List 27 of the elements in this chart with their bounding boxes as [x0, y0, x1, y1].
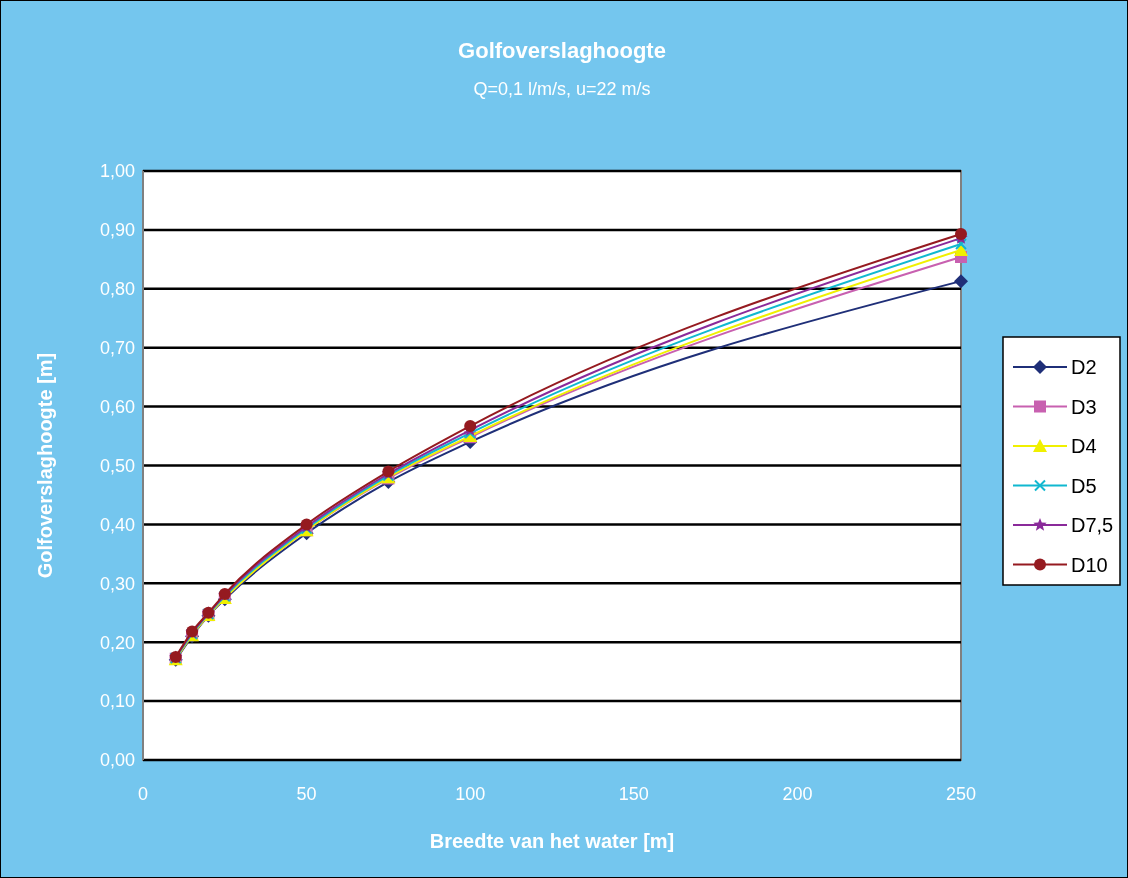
y-axis-title: Golfoverslaghoogte [m] — [34, 352, 56, 579]
legend-label: D7,5 — [1071, 514, 1114, 536]
y-tick-label: 0,80 — [99, 279, 135, 300]
y-tick-label: 0,50 — [99, 455, 135, 476]
y-tick-label: 0,00 — [99, 750, 135, 771]
legend-label: D2 — [1071, 356, 1097, 378]
y-tick-label: 0,10 — [99, 691, 135, 712]
y-tick-label: 0,70 — [99, 338, 135, 358]
x-tick-label: 0 — [137, 784, 149, 804]
y-tick-label: 0,30 — [99, 573, 135, 594]
y-tick-label: 0,40 — [99, 514, 135, 535]
legend-label: D4 — [1071, 435, 1097, 457]
x-tick-label: 250 — [945, 784, 977, 804]
x-tick-label: 50 — [296, 784, 317, 804]
y-tick-label: 0,90 — [99, 220, 135, 241]
legend-label: D3 — [1071, 395, 1097, 418]
chart-subtitle: Q=0,1 l/m/s, u=22 m/s — [473, 79, 651, 99]
y-tick-label: 0,20 — [99, 632, 135, 653]
legend-label: D5 — [1071, 474, 1097, 497]
x-tick-label: 200 — [782, 784, 813, 804]
legend-label: D10 — [1071, 553, 1108, 576]
x-tick-label: 150 — [618, 784, 649, 804]
y-tick-label: 1,00 — [99, 161, 135, 182]
x-tick-label: 100 — [455, 784, 486, 804]
x-axis-title: Breedte van het water [m] — [429, 830, 675, 852]
y-tick-label: 0,60 — [99, 396, 135, 417]
chart-title: Golfoverslaghoogte — [458, 38, 666, 63]
